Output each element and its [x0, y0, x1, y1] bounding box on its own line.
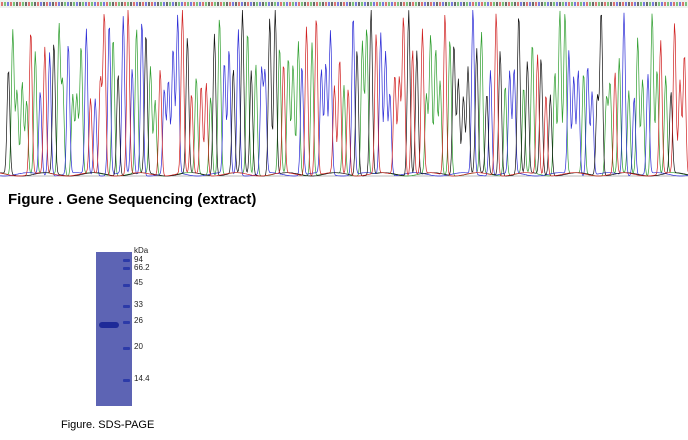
sample-lane	[96, 252, 123, 406]
marker-label-26: 26	[134, 316, 143, 325]
sds-page-caption: Figure. SDS-PAGE	[61, 419, 155, 431]
marker-label-45: 45	[134, 278, 143, 287]
marker-band-26	[123, 321, 130, 324]
marker-band-66	[123, 267, 130, 270]
marker-label-20: 20	[134, 342, 143, 351]
sds-page-gel: kDa 94 66.2 45 33 26 20 14.4	[88, 244, 288, 414]
trace-c-line	[0, 9, 688, 177]
marker-label-66: 66.2	[134, 263, 150, 272]
chromatogram-trace	[0, 0, 688, 177]
sequencing-figure-caption: Figure . Gene Sequencing (extract)	[8, 191, 257, 208]
kda-unit-label: kDa	[134, 246, 149, 255]
marker-band-33	[123, 305, 130, 308]
marker-band-45	[123, 284, 130, 287]
protein-band	[99, 322, 119, 328]
marker-band-14	[123, 379, 130, 382]
marker-label-14: 14.4	[134, 374, 150, 383]
marker-ladder	[121, 252, 132, 406]
marker-label-94: 94	[134, 255, 143, 264]
marker-band-94	[123, 259, 130, 262]
marker-label-33: 33	[134, 300, 143, 309]
trace-t-line	[0, 9, 688, 177]
marker-band-20	[123, 347, 130, 350]
